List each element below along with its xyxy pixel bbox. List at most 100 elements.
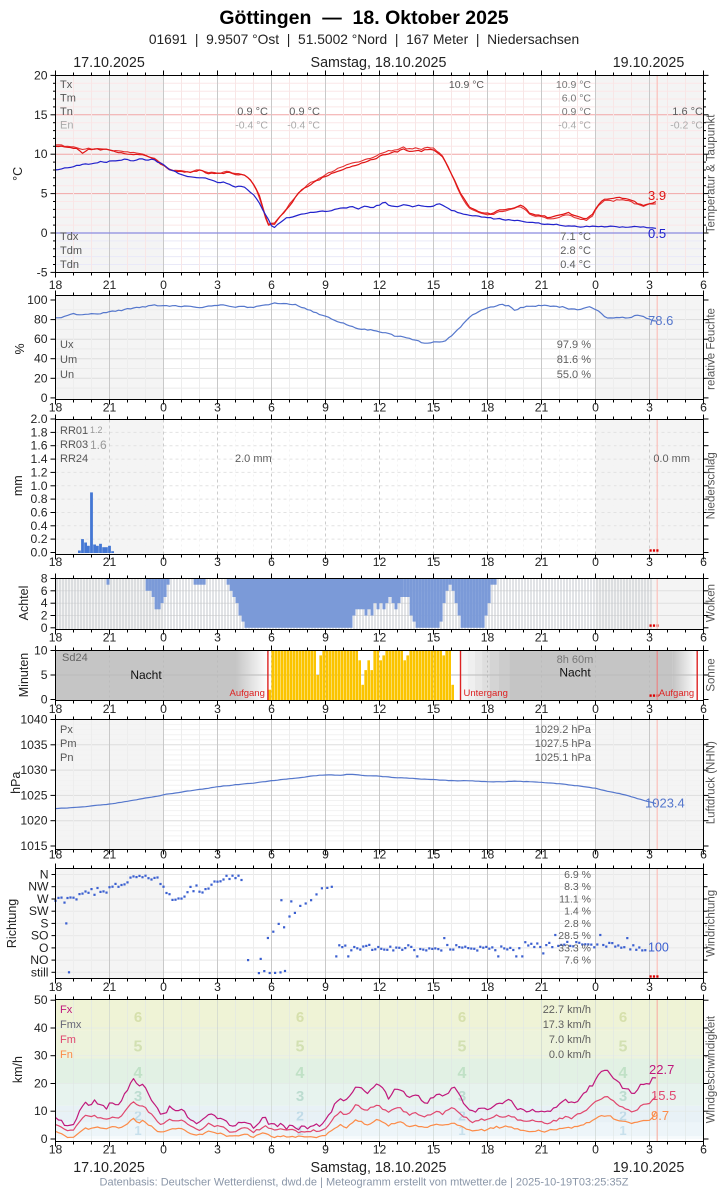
svg-text:0.9 °C: 0.9 °C [562, 106, 592, 118]
svg-text:Nacht: Nacht [559, 666, 591, 680]
svg-text:Tx: Tx [60, 79, 73, 91]
svg-text:0: 0 [592, 848, 599, 862]
svg-text:1.4: 1.4 [31, 452, 48, 466]
svg-text:20: 20 [34, 68, 48, 82]
svg-text:2: 2 [296, 1107, 304, 1123]
svg-text:0: 0 [592, 278, 599, 292]
svg-text:10.9 °C: 10.9 °C [556, 79, 592, 91]
svg-text:9: 9 [322, 702, 329, 716]
svg-text:21: 21 [103, 555, 117, 569]
svg-text:Göttingen — 18. Oktober 2025: Göttingen — 18. Oktober 2025 [219, 7, 508, 29]
svg-text:18: 18 [481, 278, 495, 292]
svg-text:18: 18 [481, 401, 495, 415]
svg-text:12: 12 [373, 555, 387, 569]
svg-text:6: 6 [700, 1143, 707, 1157]
svg-text:22.7: 22.7 [649, 1062, 674, 1077]
svg-text:mm: mm [11, 475, 25, 496]
svg-text:2.8 %: 2.8 % [564, 918, 591, 930]
svg-text:Tdm: Tdm [60, 245, 82, 257]
svg-text:80: 80 [34, 313, 48, 327]
svg-text:0.9 °C: 0.9 °C [289, 106, 320, 118]
svg-text:1025.1 hPa: 1025.1 hPa [535, 752, 592, 764]
svg-text:12: 12 [373, 980, 387, 994]
svg-text:12: 12 [373, 278, 387, 292]
svg-text:Windrichtung: Windrichtung [705, 890, 717, 957]
svg-text:0.5: 0.5 [648, 226, 666, 241]
svg-text:9: 9 [322, 278, 329, 292]
svg-text:1: 1 [134, 1123, 141, 1138]
svg-text:1025: 1025 [20, 788, 47, 802]
svg-text:Untergang: Untergang [464, 688, 508, 699]
svg-text:1.0: 1.0 [31, 479, 48, 493]
svg-text:100: 100 [648, 940, 669, 954]
svg-text:2: 2 [619, 1107, 627, 1123]
svg-text:3: 3 [458, 1088, 466, 1105]
svg-text:2.0 mm: 2.0 mm [235, 453, 272, 465]
svg-text:0.4: 0.4 [31, 519, 48, 533]
svg-text:21: 21 [535, 702, 549, 716]
svg-text:21: 21 [535, 1143, 549, 1157]
svg-text:18: 18 [49, 401, 63, 415]
svg-text:21: 21 [535, 631, 549, 645]
svg-text:28.5 %: 28.5 % [558, 930, 591, 942]
svg-text:9: 9 [322, 401, 329, 415]
svg-text:Px: Px [60, 724, 73, 736]
svg-text:Sd24: Sd24 [62, 652, 88, 664]
svg-text:0: 0 [41, 621, 48, 635]
svg-text:SW: SW [29, 904, 49, 918]
svg-text:6: 6 [700, 848, 707, 862]
svg-text:18: 18 [49, 555, 63, 569]
svg-text:3.9: 3.9 [648, 188, 666, 203]
svg-text:1.2: 1.2 [31, 465, 48, 479]
svg-text:Fn: Fn [60, 1049, 73, 1061]
svg-text:6: 6 [458, 1009, 466, 1026]
svg-text:1015: 1015 [20, 839, 47, 853]
svg-text:15: 15 [427, 702, 441, 716]
svg-text:81.6 %: 81.6 % [557, 354, 591, 366]
svg-text:Ux: Ux [60, 339, 74, 351]
svg-text:km/h: km/h [11, 1056, 25, 1083]
svg-text:9: 9 [322, 1143, 329, 1157]
svg-text:78.6: 78.6 [648, 313, 673, 328]
svg-text:4: 4 [41, 596, 48, 610]
svg-text:1030: 1030 [20, 763, 47, 777]
svg-text:5: 5 [41, 187, 48, 201]
svg-text:0.0 mm: 0.0 mm [653, 453, 690, 465]
svg-text:6: 6 [700, 278, 707, 292]
svg-text:Niederschlag: Niederschlag [706, 452, 718, 519]
svg-text:21: 21 [535, 980, 549, 994]
svg-text:Wolken: Wolken [706, 584, 718, 622]
svg-text:6: 6 [296, 1009, 304, 1026]
svg-text:21: 21 [535, 555, 549, 569]
svg-text:Tn: Tn [60, 106, 73, 118]
svg-text:NO: NO [30, 953, 48, 967]
svg-text:1: 1 [619, 1123, 626, 1138]
svg-text:21: 21 [103, 631, 117, 645]
svg-text:0: 0 [41, 693, 48, 707]
svg-text:10: 10 [34, 147, 48, 161]
svg-text:Fm: Fm [60, 1034, 76, 1046]
svg-text:21: 21 [535, 848, 549, 862]
svg-text:Pm: Pm [60, 738, 77, 750]
svg-text:0: 0 [160, 1143, 167, 1157]
svg-text:4: 4 [619, 1065, 628, 1082]
svg-text:12: 12 [373, 631, 387, 645]
svg-text:1.8: 1.8 [31, 425, 48, 439]
svg-text:6: 6 [268, 401, 275, 415]
svg-text:0: 0 [160, 848, 167, 862]
svg-text:40: 40 [34, 1021, 48, 1035]
svg-text:En: En [60, 120, 73, 132]
svg-text:0: 0 [160, 401, 167, 415]
svg-text:18: 18 [49, 702, 63, 716]
svg-text:6: 6 [268, 555, 275, 569]
svg-text:18: 18 [49, 1143, 63, 1157]
svg-text:21: 21 [535, 278, 549, 292]
svg-text:21: 21 [103, 980, 117, 994]
svg-text:0: 0 [160, 278, 167, 292]
svg-text:9: 9 [322, 555, 329, 569]
svg-text:2.8 °C: 2.8 °C [560, 245, 591, 257]
svg-text:20: 20 [34, 1077, 48, 1091]
svg-text:Tdx: Tdx [60, 231, 79, 243]
svg-text:0: 0 [160, 980, 167, 994]
svg-text:5: 5 [619, 1039, 628, 1056]
